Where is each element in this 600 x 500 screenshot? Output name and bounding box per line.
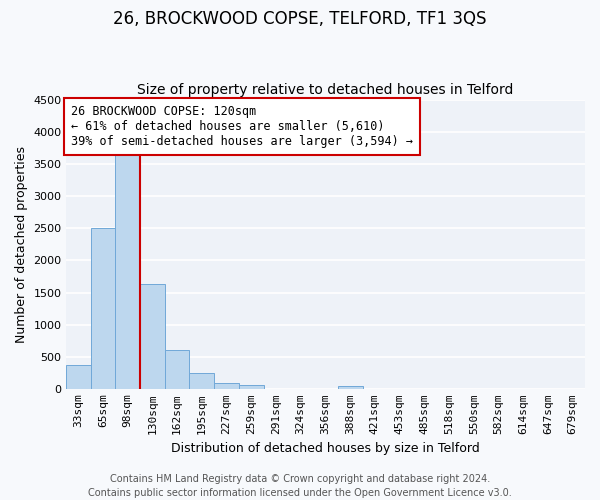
Text: 26, BROCKWOOD COPSE, TELFORD, TF1 3QS: 26, BROCKWOOD COPSE, TELFORD, TF1 3QS [113,10,487,28]
Bar [190,373,214,389]
X-axis label: Distribution of detached houses by size in Telford: Distribution of detached houses by size … [171,442,480,455]
Bar [214,382,239,389]
Bar [165,350,190,389]
Bar [115,151,140,389]
Y-axis label: Number of detached properties: Number of detached properties [15,146,28,343]
Title: Size of property relative to detached houses in Telford: Size of property relative to detached ho… [137,83,514,97]
Bar [239,386,263,389]
Bar [338,386,362,389]
Bar [66,365,91,389]
Bar [140,284,165,389]
Text: 26 BROCKWOOD COPSE: 120sqm
← 61% of detached houses are smaller (5,610)
39% of s: 26 BROCKWOOD COPSE: 120sqm ← 61% of deta… [71,106,413,148]
Text: Contains HM Land Registry data © Crown copyright and database right 2024.
Contai: Contains HM Land Registry data © Crown c… [88,474,512,498]
Bar [91,228,115,389]
